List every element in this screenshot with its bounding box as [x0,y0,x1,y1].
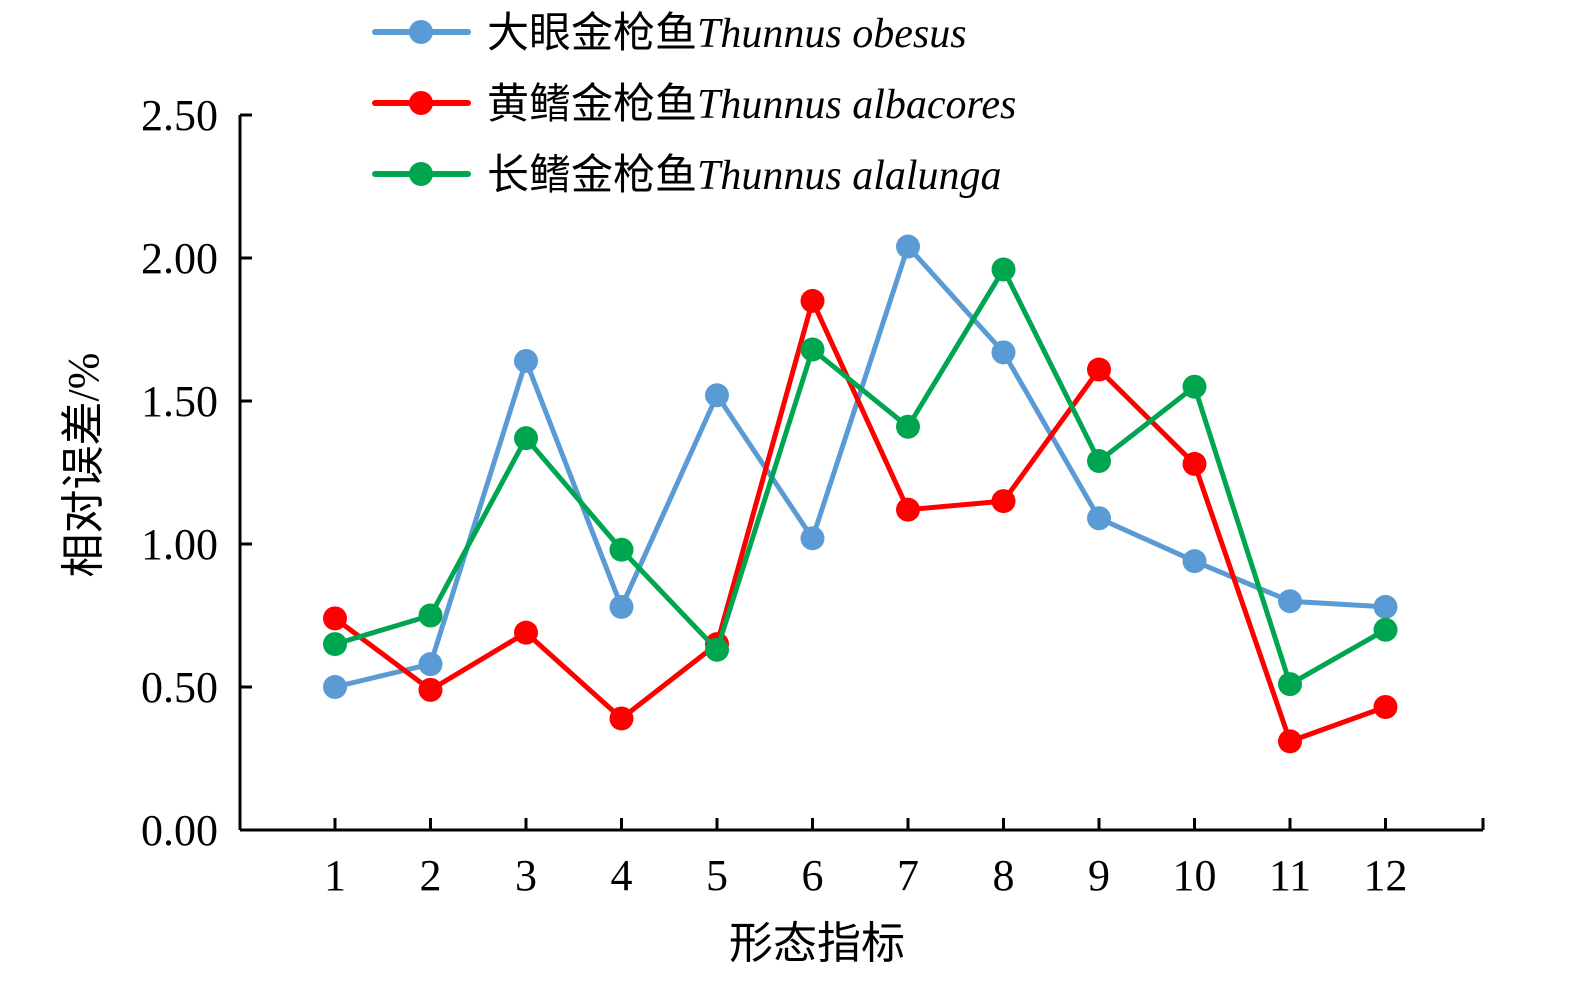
legend-label: 黄鳍金枪鱼Thunnus albacores [487,81,1016,128]
legend-label-latin: Thunnus obesus [697,11,967,57]
data-point [1087,449,1111,474]
data-point [800,288,825,313]
x-tick-label: 11 [1269,851,1311,900]
data-point [323,675,347,699]
data-point [1373,594,1398,619]
data-point [514,348,538,373]
data-point [1182,374,1207,399]
x-tick-label: 8 [993,851,1015,900]
data-point [1087,506,1111,531]
legend-swatch-marker [409,20,433,44]
data-point [323,606,347,631]
data-point [896,234,920,259]
legend-label-latin: Thunnus albacores [697,82,1016,128]
y-ticks: 0.00 0.50 1.00 1.50 2.00 2.50 [141,91,252,855]
data-point [1278,729,1302,754]
x-tick-label: 2 [420,851,442,900]
data-point [609,706,634,731]
x-tick-label: 4 [611,851,633,900]
x-tick-label: 12 [1364,851,1408,900]
data-point [991,489,1016,514]
x-tick-label: 1 [324,851,346,900]
data-point [896,497,920,522]
data-point [1373,617,1398,642]
y-tick-label: 2.00 [141,234,218,283]
legend-swatch-marker [409,162,433,186]
legend-label: 长鳍金枪鱼Thunnus alalunga [487,152,1002,199]
series-line [332,266,1388,687]
data-point [991,340,1016,365]
data-point [1087,357,1111,382]
legend-label-cn: 黄鳍金枪鱼 [487,81,697,128]
legend-label-latin: Thunnus alalunga [697,153,1002,199]
series-2 [323,288,1398,754]
data-point [609,594,634,619]
series [323,234,1398,754]
data-point [800,526,825,551]
y-axis-title: 相对误差/% [59,353,108,578]
legend-item: 长鳍金枪鱼Thunnus alalunga [372,152,1002,199]
data-point [896,414,920,439]
data-point [418,677,443,702]
data-point [418,603,443,628]
legend-label-cn: 长鳍金枪鱼 [487,152,697,199]
y-tick-label: 1.00 [141,520,218,569]
data-point [1278,589,1302,614]
series-line [332,298,1388,744]
data-point [418,652,443,677]
x-tick-label: 9 [1088,851,1110,900]
data-point [1182,451,1207,476]
y-tick-label: 0.00 [141,806,218,855]
data-point [705,383,729,408]
y-tick-label: 0.50 [141,663,218,712]
x-tick-label: 6 [802,851,824,900]
y-tick-label: 2.50 [141,91,218,140]
data-point [609,537,634,562]
legend-item: 大眼金枪鱼Thunnus obesus [372,10,967,57]
x-tick-label: 5 [706,851,728,900]
data-point [705,637,729,662]
y-tick-label: 1.50 [141,377,218,426]
series-line [332,244,1388,690]
series-3 [323,257,1398,697]
legend-swatch-marker [409,91,433,115]
data-point [1278,672,1302,697]
data-point [323,632,347,657]
legend-item: 黄鳍金枪鱼Thunnus albacores [372,81,1016,128]
x-axis-title: 形态指标 [729,919,905,968]
legend-label: 大眼金枪鱼Thunnus obesus [487,10,967,57]
data-point [800,337,825,362]
x-tick-label: 10 [1173,851,1217,900]
axes [238,115,1483,832]
x-tick-label: 3 [515,851,537,900]
x-ticks: 1 2 3 4 5 6 7 8 9 10 11 12 [324,818,1485,900]
legend-label-cn: 大眼金枪鱼 [487,10,697,57]
data-point [1182,549,1207,574]
series-1 [323,234,1398,699]
data-point [514,426,538,451]
data-point [991,257,1016,282]
data-point [514,620,538,645]
data-point [1373,695,1398,720]
x-tick-label: 7 [897,851,919,900]
